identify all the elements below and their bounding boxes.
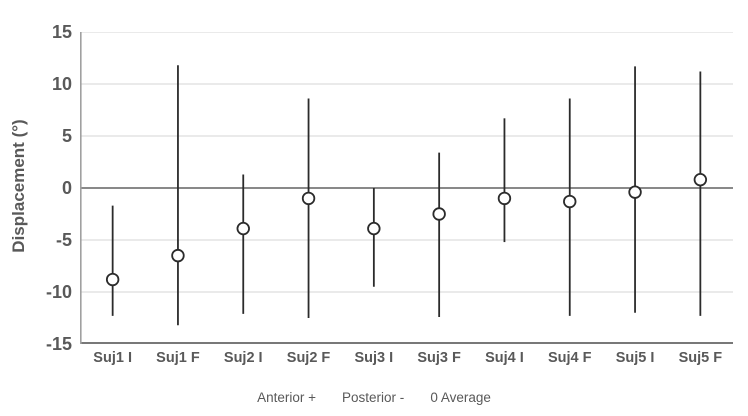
x-axis-label: Suj1 F xyxy=(156,350,200,366)
y-tick-label: 0 xyxy=(61,178,72,198)
y-tick-label: -15 xyxy=(45,334,72,354)
x-axis-label: Suj3 F xyxy=(417,350,461,366)
x-axis-label: Suj4 F xyxy=(547,350,592,366)
y-tick-label: -5 xyxy=(55,230,72,250)
average-marker xyxy=(497,191,512,206)
average-marker xyxy=(432,207,446,221)
plot-svg xyxy=(80,31,733,344)
average-marker xyxy=(301,191,316,206)
legend-item-average: 0 Average xyxy=(430,390,491,405)
average-marker xyxy=(105,272,120,287)
x-axis-label: Suj4 I xyxy=(485,350,524,366)
x-axis-label: Suj2 F xyxy=(286,350,331,366)
plot-area xyxy=(80,31,733,344)
average-marker xyxy=(171,248,185,263)
x-axis-label: Suj5 F xyxy=(678,350,723,366)
x-axis-label: Suj1 I xyxy=(93,350,132,366)
legend: Anterior + Posterior - 0 Average xyxy=(0,390,748,405)
average-marker xyxy=(628,185,642,199)
x-axis-label: Suj2 I xyxy=(223,350,263,366)
average-marker xyxy=(236,221,250,236)
y-tick-label: -10 xyxy=(45,282,72,302)
x-axis-label: Suj5 I xyxy=(615,350,655,366)
y-tick-label: 15 xyxy=(51,22,72,42)
average-marker xyxy=(563,194,577,209)
y-tick-label: 5 xyxy=(61,126,72,146)
average-marker xyxy=(367,221,381,236)
y-tick-label: 10 xyxy=(51,74,72,94)
legend-item-posterior: Posterior - xyxy=(342,390,405,405)
x-axis-label: Suj3 I xyxy=(354,350,394,366)
legend-item-anterior: Anterior + xyxy=(257,390,317,405)
average-marker xyxy=(693,172,708,187)
